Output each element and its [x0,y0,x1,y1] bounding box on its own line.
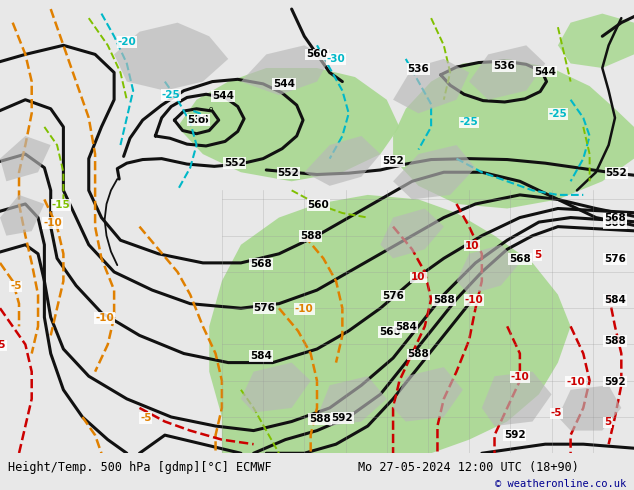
Text: -30: -30 [327,54,346,64]
Text: -10: -10 [510,372,529,382]
Polygon shape [558,385,621,431]
Text: 536: 536 [493,61,515,71]
Polygon shape [393,145,476,199]
Polygon shape [393,59,469,113]
Polygon shape [209,195,571,453]
Text: 584: 584 [395,322,417,332]
Text: 568: 568 [509,254,531,264]
Text: -20: -20 [117,37,136,47]
Text: -25: -25 [548,109,567,119]
Text: -10: -10 [465,295,484,305]
Polygon shape [482,371,552,426]
Text: -25: -25 [460,118,479,127]
Text: 10: 10 [465,241,479,251]
Polygon shape [456,245,520,294]
Text: 588: 588 [433,295,455,305]
Text: 5: 5 [604,417,611,427]
Text: 10: 10 [411,272,425,282]
Text: 536: 536 [408,64,429,74]
Polygon shape [380,209,444,258]
Polygon shape [241,363,311,413]
Text: 544: 544 [534,67,556,76]
Text: © weatheronline.co.uk: © weatheronline.co.uk [495,480,626,490]
Text: 560: 560 [604,218,626,228]
Text: 544: 544 [212,91,234,101]
Text: 568: 568 [604,214,626,223]
Text: 568: 568 [250,259,272,269]
Polygon shape [393,367,463,421]
Text: 552: 552 [382,156,404,166]
Text: 560: 560 [307,200,329,210]
Text: 576: 576 [604,254,626,264]
Text: -15: -15 [51,200,70,210]
Text: -5: -5 [551,408,562,418]
Text: -25: -25 [162,90,181,100]
Text: 588: 588 [604,336,626,346]
Polygon shape [241,46,330,95]
Text: o: o [209,106,213,112]
Text: -10: -10 [95,313,114,323]
Polygon shape [114,23,228,91]
Text: 592: 592 [332,413,353,423]
Text: 560: 560 [306,49,328,59]
Polygon shape [558,14,634,68]
Text: 536: 536 [188,115,209,125]
Polygon shape [469,46,545,99]
Text: -5: -5 [0,341,6,350]
Text: 576: 576 [254,303,275,313]
Polygon shape [393,59,634,209]
Text: 584: 584 [250,351,272,361]
Text: Mo 27-05-2024 12:00 UTC (18+90): Mo 27-05-2024 12:00 UTC (18+90) [358,461,579,474]
Text: -5: -5 [10,281,22,292]
Text: -10: -10 [43,218,62,228]
Text: 592: 592 [604,377,626,387]
Text: 544: 544 [273,79,295,89]
Text: Height/Temp. 500 hPa [gdmp][°C] ECMWF: Height/Temp. 500 hPa [gdmp][°C] ECMWF [8,461,271,474]
Text: 588: 588 [408,349,429,360]
Text: 588: 588 [309,414,331,424]
Polygon shape [0,136,51,181]
Text: 592: 592 [504,430,526,440]
Text: 588: 588 [300,231,321,241]
Text: 560: 560 [379,327,401,337]
Text: 552: 552 [278,168,299,178]
Polygon shape [178,68,399,181]
Polygon shape [304,136,380,186]
Text: -5: -5 [140,413,152,423]
Text: 552: 552 [605,168,627,178]
Polygon shape [317,376,387,426]
Polygon shape [0,195,44,236]
Text: -10: -10 [295,304,314,314]
Text: 552: 552 [224,158,245,168]
Text: -10: -10 [566,377,585,387]
Text: o: o [198,115,205,124]
Text: 584: 584 [604,295,626,305]
Text: 5: 5 [534,250,541,260]
Text: 576: 576 [382,291,404,300]
